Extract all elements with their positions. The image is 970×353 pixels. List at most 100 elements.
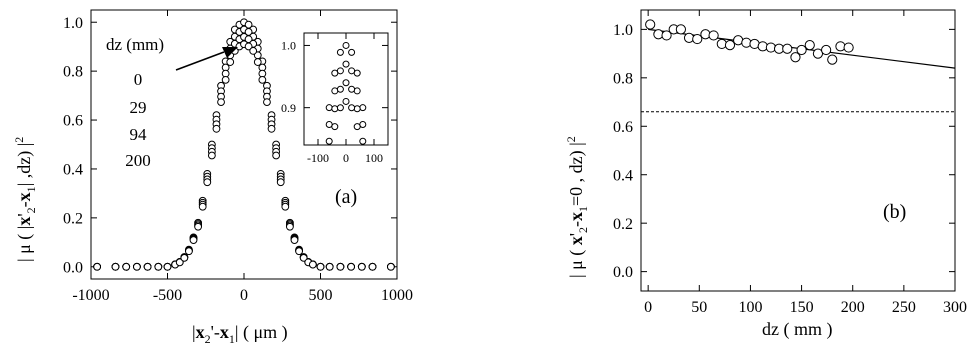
panel-b-xtick-label: 0	[644, 299, 652, 316]
svg-text:dz ( mm ): dz ( mm )	[762, 319, 832, 340]
inset-ytick-label: 0.9	[281, 101, 296, 115]
panel-a-point-dz-200	[281, 202, 290, 211]
inset-point-dz-200	[353, 123, 361, 131]
panel-a-point-dz-200	[347, 262, 356, 271]
panel-b-point	[653, 29, 664, 40]
panel-a-point-dz-200	[221, 75, 230, 84]
panel-b-point	[675, 24, 686, 35]
panel-a-point-dz-200	[308, 260, 317, 269]
panel-a-point-dz-200	[217, 98, 225, 106]
panel-a-point-dz-200	[111, 262, 120, 271]
panel-a-ytick-label: 0.6	[63, 113, 83, 130]
panel-b-xtick-label: 100	[738, 299, 762, 316]
inset-point-dz-0	[348, 48, 356, 56]
legend-title: dz (mm)	[106, 35, 164, 54]
inset-frame	[303, 32, 389, 146]
inset-point-dz-200	[348, 104, 356, 112]
panel-a-xtick-label: -1000	[72, 287, 109, 304]
inset-point-dz-0	[331, 69, 339, 77]
panel-a-point-dz-200	[163, 262, 172, 271]
panel-b-point	[683, 32, 695, 43]
panel-a-label: (a)	[335, 186, 357, 208]
inset-xtick-label: 100	[365, 151, 383, 165]
inset-point-dz-200	[342, 97, 350, 105]
panel-b-xlabel: dz ( mm )	[762, 319, 832, 340]
panel-a-point-dz-200	[299, 253, 308, 262]
inset-ticks: -100 0 100 0.9 1.0	[281, 33, 388, 165]
inset-ytick-label: 1.0	[281, 39, 296, 53]
panel-b-point	[645, 19, 656, 30]
inset-point-dz-200	[331, 123, 339, 131]
panel-a-point-dz-200	[207, 151, 216, 160]
panel-b-point	[757, 41, 768, 52]
inset-point-dz-94	[353, 105, 361, 113]
inset-point-dz-94	[348, 85, 356, 93]
svg-text:| μ ( x'2-x1=0 , dz) |2: | μ ( x'2-x1=0 , dz) |2	[564, 136, 590, 278]
panel-b-ytick-label: 0.8	[613, 70, 633, 87]
panel-b-label: (b)	[883, 201, 906, 223]
panel-b-xtick-label: 300	[943, 299, 967, 316]
panel-b-ytick-label: 0.2	[613, 216, 633, 233]
panel-a-point-dz-200	[386, 262, 395, 271]
panel-a-point-dz-200	[212, 124, 221, 133]
panel-a-ytick-label: 0.2	[63, 210, 83, 227]
panel-a-ytick-label: 0.8	[63, 64, 83, 81]
panel-b-point	[782, 43, 793, 54]
panel-b-point	[724, 40, 736, 51]
panel-b-point	[827, 54, 838, 65]
inset-point-dz-29	[342, 60, 350, 68]
inset-point-dz-29	[325, 120, 333, 128]
inset-point-dz-29	[331, 87, 339, 95]
panel-b-point	[716, 38, 727, 50]
panel-b-point	[790, 52, 801, 63]
inset-xtick-label: -100	[307, 151, 329, 165]
inset-points	[325, 41, 367, 145]
inset-point-dz-0	[325, 104, 333, 112]
panel-b-points	[645, 19, 854, 65]
panel-a-ytick-label: 1.0	[63, 15, 83, 32]
panel-a-point-dz-200	[290, 236, 299, 244]
panel-b-ytick-label: 1.0	[613, 22, 633, 39]
panel-a-point-dz-200	[203, 178, 212, 187]
inset-point-dz-200	[336, 104, 344, 112]
panel-b-point	[812, 48, 824, 59]
inset-point-dz-94	[325, 137, 333, 145]
panel-a-xtick-label: 500	[309, 287, 333, 304]
panel-a-point-dz-200	[122, 262, 131, 271]
panel-a-point-dz-200	[295, 247, 303, 256]
svg-text:| μ ( |x'2-x1| ,dz) |2: | μ ( |x'2-x1| ,dz) |2	[12, 137, 38, 262]
panel-b-point	[741, 37, 752, 48]
inset-point-dz-0	[353, 69, 361, 77]
panel-b-xtick-label: 150	[790, 299, 814, 316]
panel-b-xtick-label: 50	[691, 299, 707, 316]
legend-entry-200: 200	[125, 151, 151, 170]
inset-point-dz-0	[336, 48, 344, 56]
panel-b-ytick-label: 0.6	[613, 119, 633, 136]
panel-a-xlabel: |x2'-x1| ( μm )	[192, 322, 288, 346]
panel-a-xtick-label: -500	[153, 287, 182, 304]
panel-a-point-dz-200	[249, 47, 258, 55]
panel-a-xtick-label: 1000	[381, 287, 413, 304]
inset-point-dz-29	[353, 87, 361, 95]
panel-b-point	[661, 30, 672, 41]
inset-point-dz-29	[359, 120, 367, 128]
panel-a-point-dz-200	[198, 202, 207, 211]
panel-a-point-dz-200	[189, 236, 198, 244]
panel-a-point-dz-200	[357, 262, 366, 271]
panel-a-point-dz-200	[286, 222, 294, 231]
panel-a-point-dz-200	[272, 151, 281, 160]
panel-a-point-dz-200	[133, 262, 141, 271]
panel-a-point-dz-200	[194, 222, 203, 231]
inset-point-dz-29	[348, 67, 356, 75]
inset-plot: -100 0 100 0.9 1.0	[281, 32, 389, 165]
panel-b-ytick-label: 0.4	[613, 167, 633, 184]
panel-a-point-dz-200	[267, 124, 276, 133]
inset-point-dz-0	[359, 104, 367, 112]
inset-point-dz-94	[359, 137, 367, 145]
panel-b: 0 50 100 150 200 250 300 0.0 0.2 0.4 0.6 0.8 1.0 (b)…	[564, 9, 967, 340]
panel-a-point-dz-200	[226, 58, 235, 66]
panel-a-point-dz-200	[143, 262, 152, 271]
legend-entry-29: 29	[130, 98, 147, 117]
